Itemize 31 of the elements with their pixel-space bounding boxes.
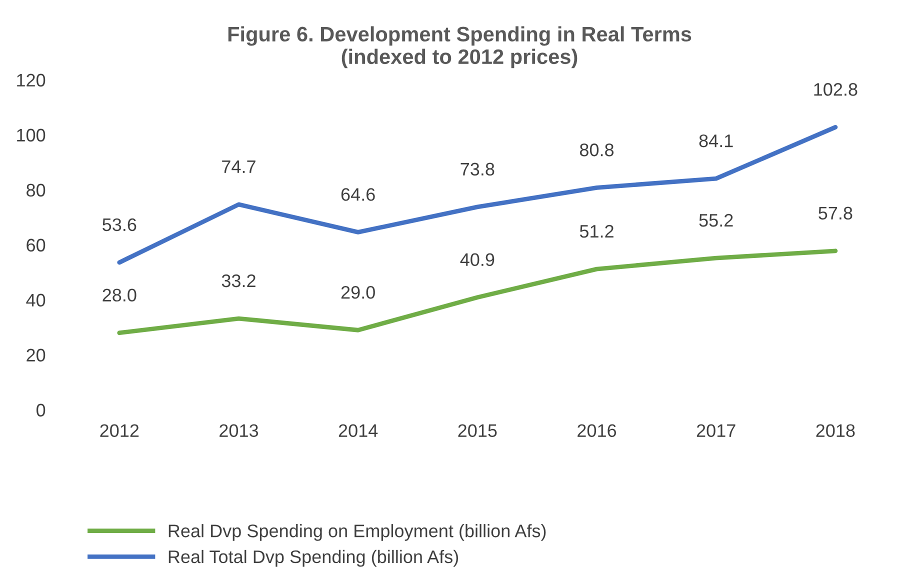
data-label: 55.2 (699, 214, 733, 227)
data-label: 53.6 (102, 218, 136, 232)
data-label: 64.6 (341, 188, 375, 201)
data-label: 84.1 (699, 134, 733, 148)
data-label: 57.8 (818, 206, 852, 220)
data-label: 74.7 (222, 160, 256, 173)
data-label: 73.8 (460, 162, 494, 176)
y-tick-label: 0 (36, 404, 46, 417)
y-tick-label: 120 (17, 74, 46, 87)
data-label: 80.8 (580, 144, 614, 156)
data-label: 33.2 (222, 274, 256, 288)
x-tick-label: 2014 (338, 424, 378, 437)
data-label: 28.0 (102, 288, 136, 302)
data-label: 29.0 (341, 286, 375, 299)
y-tick-label: 20 (26, 348, 46, 362)
legend-label: Real Dvp Spending on Employment (billion Afs) (168, 524, 546, 541)
x-tick-label: 2013 (220, 424, 258, 437)
x-tick-label: 2016 (578, 424, 616, 437)
data-label: 102.8 (814, 83, 858, 96)
chart-title: Figure 6. Development Spending in Real Terms (indexed to 2012 prices) (228, 26, 692, 68)
legend-label: Real Total Dvp Spending (billion Afs) (168, 550, 458, 567)
y-tick-label: 60 (26, 238, 46, 252)
y-tick-label: 100 (17, 128, 46, 142)
y-tick-label: 80 (26, 184, 46, 197)
data-label: 51.2 (580, 224, 614, 238)
data-label: 40.9 (460, 253, 494, 266)
x-tick-label: 2012 (100, 424, 139, 437)
y-tick-label: 40 (26, 294, 46, 307)
x-tick-label: 2017 (696, 424, 736, 437)
x-tick-label: 2018 (816, 424, 855, 437)
x-tick-label: 2015 (458, 424, 497, 437)
